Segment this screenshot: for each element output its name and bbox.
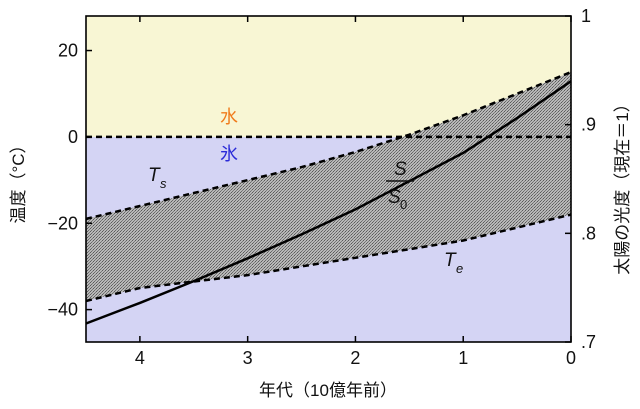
- y-right-tick-label: .8: [581, 223, 596, 243]
- ratio-denominator: S: [388, 187, 401, 208]
- water-label: 水: [220, 107, 238, 127]
- te-label: T e: [444, 250, 463, 276]
- ratio-numerator: S: [394, 159, 407, 180]
- y-right-axis: 1 .9 .8 .7: [565, 6, 596, 352]
- x-axis-title: 年代（10億年前）: [259, 381, 397, 400]
- x-tick-label: 3: [243, 348, 253, 368]
- shaded-band: [86, 72, 571, 301]
- ice-label: 氷: [220, 144, 238, 164]
- y-right-tick-label: .7: [581, 332, 596, 352]
- ts-label: T s: [148, 165, 167, 191]
- series-line-te: [85, 213, 572, 303]
- series-line-ts: [85, 70, 572, 221]
- y-left-tick-label: −40: [47, 300, 78, 320]
- x-tick-label: 4: [135, 348, 145, 368]
- y-left-tick-label: −20: [47, 213, 78, 233]
- y-left-tick-label: 20: [58, 41, 78, 61]
- ts-label-sub: s: [160, 176, 167, 191]
- x-tick-label: 2: [350, 348, 360, 368]
- plot-frame: [85, 15, 572, 343]
- x-axis: 4 3 2 1 0: [135, 16, 576, 368]
- ratio-denominator-sub: 0: [400, 197, 407, 212]
- series-line-solar-luminosity: [85, 80, 572, 325]
- te-label-main: T: [444, 250, 457, 271]
- y-right-tick-label: 1: [581, 6, 591, 26]
- ts-label-main: T: [148, 165, 161, 186]
- y-left-axis: 20 0 −20 −40: [47, 41, 92, 320]
- x-tick-label: 1: [458, 348, 468, 368]
- x-tick-label: 0: [566, 348, 576, 368]
- y-right-axis-title: 太陽の光度（現在＝1）: [613, 95, 632, 274]
- y-right-tick-label: .9: [581, 115, 596, 135]
- solar-ratio-label: S S 0: [386, 159, 414, 212]
- y-left-tick-label: 0: [68, 127, 78, 147]
- y-left-axis-title: 温度（°C）: [9, 136, 28, 223]
- te-label-sub: e: [456, 261, 463, 276]
